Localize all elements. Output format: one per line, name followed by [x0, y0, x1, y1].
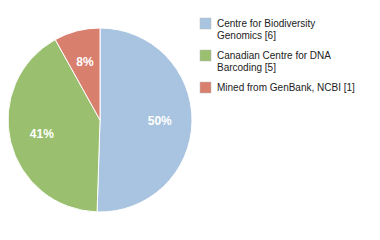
- legend-label: Mined from GenBank, NCBI [1]: [217, 82, 355, 93]
- legend-label-line: Canadian Centre for DNA: [217, 50, 331, 61]
- legend-label-line: Genomics [6]: [217, 30, 276, 41]
- legend-label-line: Barcoding [5]: [217, 62, 276, 73]
- legend-label-line: Centre for Biodiversity: [217, 18, 315, 29]
- legend: Centre for BiodiversityGenomics [6] Canad…: [200, 18, 355, 93]
- pie-slice: [8, 40, 100, 212]
- slice-labels: 50% 41% 8%: [30, 55, 172, 141]
- legend-label: Canadian Centre for DNABarcoding [5]: [217, 50, 331, 73]
- legend-label: Centre for BiodiversityGenomics [6]: [217, 18, 315, 41]
- pie-slice: [55, 28, 100, 120]
- slice-label: 50%: [148, 114, 172, 128]
- slice-label: 8%: [76, 55, 94, 69]
- legend-swatch: [200, 82, 211, 93]
- pie: [8, 28, 192, 212]
- slice-label: 41%: [30, 127, 54, 141]
- chart: 50% 41% 8% Centre for BiodiversityGenomics …: [0, 0, 380, 240]
- legend-swatch: [200, 50, 211, 61]
- legend-swatch: [200, 18, 211, 29]
- pie-slice: [97, 28, 192, 212]
- legend-label-line: Mined from GenBank, NCBI [1]: [217, 82, 355, 93]
